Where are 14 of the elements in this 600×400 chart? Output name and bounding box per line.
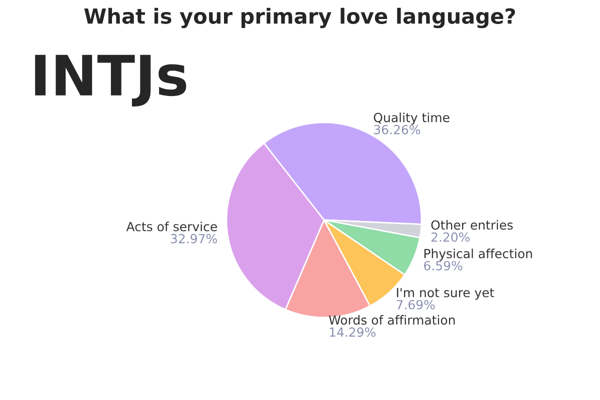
data-label: 32.97%	[170, 234, 217, 244]
slice-label: I'm not sure yet	[396, 288, 494, 300]
data-label: 6.59%	[424, 260, 462, 270]
slice-label: Physical affection	[424, 248, 532, 261]
chart-title: What is your primary love language?	[84, 8, 515, 28]
data-label: 14.29%	[330, 327, 376, 337]
data-label: 7.69%	[396, 300, 435, 310]
slice-label: Quality time	[374, 112, 450, 125]
data-label: 36.26%	[374, 124, 420, 134]
chart-subtitle: INTJs	[35, 54, 186, 106]
data-label: 2.20%	[431, 232, 470, 242]
slice-label: Acts of service	[126, 222, 217, 232]
slice-label: Other entries	[431, 220, 513, 230]
slice-label: Words of affirmation	[328, 315, 455, 325]
